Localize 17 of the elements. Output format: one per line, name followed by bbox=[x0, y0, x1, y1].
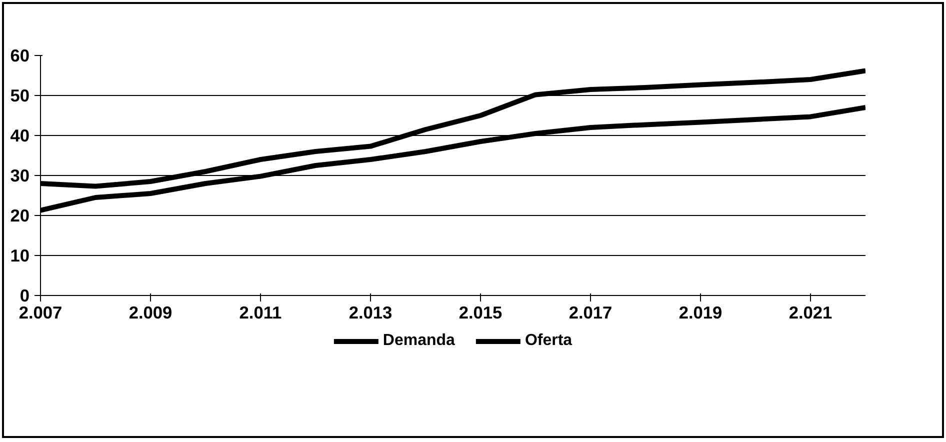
x-tick-label: 2.013 bbox=[348, 302, 393, 322]
y-tick-label: 40 bbox=[10, 126, 30, 146]
legend-label: Oferta bbox=[524, 332, 572, 350]
x-tick-label: 2.011 bbox=[239, 302, 282, 322]
x-tick-label: 2.017 bbox=[568, 302, 612, 322]
legend-label: Demanda bbox=[382, 332, 455, 350]
y-tick-label: 10 bbox=[10, 246, 30, 266]
x-tick-label: 2.007 bbox=[18, 302, 62, 322]
x-tick-label: 2.009 bbox=[128, 302, 172, 322]
y-tick-label: 60 bbox=[10, 46, 30, 66]
y-tick-label: 50 bbox=[10, 86, 30, 106]
x-tick-label: 2.015 bbox=[458, 302, 503, 322]
y-tick-label: 20 bbox=[10, 206, 30, 226]
x-tick-label: 2.019 bbox=[678, 302, 722, 322]
y-tick-label: 30 bbox=[10, 166, 30, 186]
y-tick-label: 0 bbox=[20, 286, 30, 306]
x-tick-label: 2.021 bbox=[788, 302, 833, 322]
